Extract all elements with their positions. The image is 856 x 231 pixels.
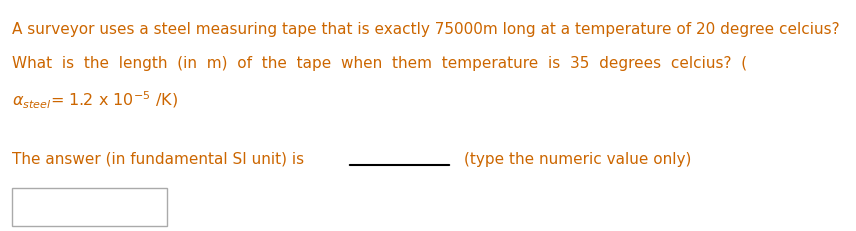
- Text: A surveyor uses a steel measuring tape that is exactly 75000m long at a temperat: A surveyor uses a steel measuring tape t…: [12, 22, 840, 37]
- Bar: [12, 188, 167, 226]
- Text: What  is  the  length  (in  m)  of  the  tape  when  them  temperature  is  35  : What is the length (in m) of the tape wh…: [12, 56, 747, 71]
- Text: The answer (in fundamental SI unit) is: The answer (in fundamental SI unit) is: [12, 151, 309, 166]
- Text: $\alpha_{steel}$= 1.2 x 10$^{-5}$ /K): $\alpha_{steel}$= 1.2 x 10$^{-5}$ /K): [12, 90, 178, 111]
- Text: (type the numeric value only): (type the numeric value only): [464, 151, 692, 166]
